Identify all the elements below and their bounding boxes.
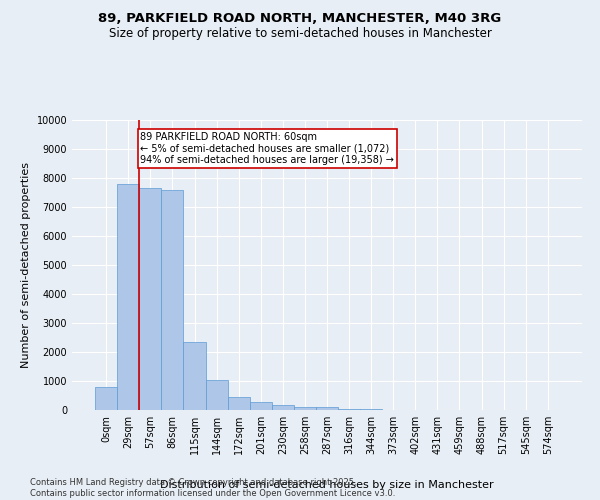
Bar <box>206 380 227 410</box>
Text: Size of property relative to semi-detached houses in Manchester: Size of property relative to semi-detach… <box>109 28 491 40</box>
Y-axis label: Number of semi-detached properties: Number of semi-detached properties <box>21 162 31 368</box>
Bar <box>360 409 382 410</box>
Bar <box>227 397 250 410</box>
Text: Contains HM Land Registry data © Crown copyright and database right 2025.
Contai: Contains HM Land Registry data © Crown c… <box>30 478 395 498</box>
Bar <box>117 184 139 410</box>
Bar <box>95 387 117 410</box>
Text: 89 PARKFIELD ROAD NORTH: 60sqm
← 5% of semi-detached houses are smaller (1,072)
: 89 PARKFIELD ROAD NORTH: 60sqm ← 5% of s… <box>140 132 394 165</box>
Text: 89, PARKFIELD ROAD NORTH, MANCHESTER, M40 3RG: 89, PARKFIELD ROAD NORTH, MANCHESTER, M4… <box>98 12 502 26</box>
Bar <box>338 408 360 410</box>
Bar <box>250 402 272 410</box>
Bar <box>316 407 338 410</box>
Text: Distribution of semi-detached houses by size in Manchester: Distribution of semi-detached houses by … <box>160 480 494 490</box>
Bar <box>161 190 184 410</box>
Bar <box>139 188 161 410</box>
Bar <box>294 406 316 410</box>
Bar <box>184 342 206 410</box>
Bar <box>272 404 294 410</box>
